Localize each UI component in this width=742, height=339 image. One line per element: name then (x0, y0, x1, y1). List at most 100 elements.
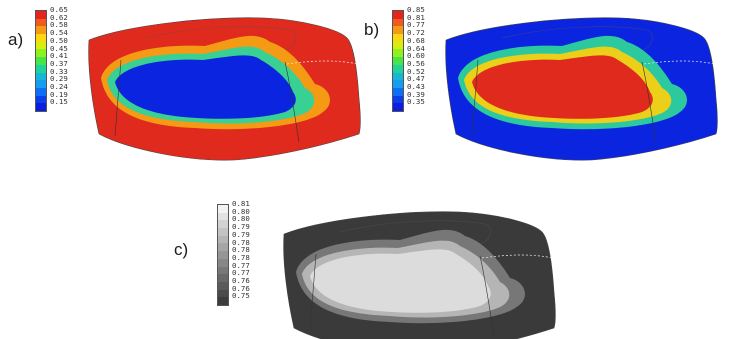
legend-swatch (218, 281, 228, 290)
legend-swatch (393, 41, 403, 50)
legend-tick-label: 0.64 (407, 43, 425, 53)
legend-tick-label: 0.78 (232, 237, 250, 247)
rim-line (339, 220, 491, 245)
legend-swatch (36, 49, 46, 58)
panel-label-b: b) (364, 20, 380, 39)
legend-swatch (218, 220, 228, 229)
legend-swatch (36, 11, 46, 19)
panel-b: b) 0.85 0.81 0.77 0.72 0.68 0.64 0.60 0.56 0.52 0… (360, 0, 742, 170)
legend-tick-label: 0.77 (232, 260, 250, 270)
legend-tick-label: 0.43 (407, 82, 425, 92)
legend-colorbar (35, 10, 47, 112)
legend-swatch (393, 80, 403, 88)
legend-swatch (393, 49, 403, 58)
legend-swatch (218, 205, 228, 213)
legend-tick-label: 0.81 (407, 12, 425, 22)
legend-tick-label: 0.50 (50, 35, 68, 45)
legend-tick-label: 0.68 (407, 35, 425, 45)
legend-tick-label: 0.78 (232, 245, 250, 255)
legend-tick-label: 0.75 (232, 291, 250, 301)
legend-colorbar (217, 204, 229, 306)
legend-tick-label: 0.62 (50, 12, 68, 22)
legend-ticks: 0.81 0.80 0.80 0.79 0.79 0.78 0.78 0.78 0.77 0.77… (232, 200, 250, 300)
legend-swatch (393, 87, 403, 96)
legend-swatch (393, 18, 403, 27)
legend-tick-label: 0.56 (407, 58, 425, 68)
seam-line-left (471, 59, 479, 137)
seam-line-right (479, 255, 495, 337)
legend-swatch (393, 11, 403, 19)
legend-tick-label: 0.77 (232, 268, 250, 278)
legend-swatch (36, 57, 46, 65)
legend-swatch (393, 26, 403, 35)
legend-tick-label: 0.76 (232, 276, 250, 286)
legend-tick-label: 0.39 (407, 89, 425, 99)
legend-swatch (36, 103, 46, 111)
legend-tick-label: 0.15 (50, 97, 68, 107)
legend-swatch (36, 87, 46, 96)
legend-swatch (218, 297, 228, 305)
panel-a: a) 0.65 0.62 0.58 0.54 0.50 0.45 0.41 0.37 0.33 0… (0, 0, 370, 170)
legend-swatch (218, 228, 228, 236)
legend-tick-label: 0.80 (232, 206, 250, 216)
legend-swatch (393, 64, 403, 73)
legend-tick-label: 0.47 (407, 74, 425, 84)
legend-ticks: 0.65 0.62 0.58 0.54 0.50 0.45 0.41 0.37 0.33 0.29… (50, 6, 68, 106)
legend-swatch (218, 266, 228, 275)
core-region (472, 55, 653, 119)
contour-plot-b (445, 17, 718, 161)
legend-swatch (36, 64, 46, 73)
legend-swatch (393, 72, 403, 81)
seam-line-top (286, 60, 358, 65)
legend-swatch (218, 251, 228, 259)
legend-colorbar (392, 10, 404, 112)
legend-swatch (218, 235, 228, 244)
legend-swatch (36, 80, 46, 88)
contour-plot-a (88, 17, 361, 161)
legend-tick-label: 0.54 (50, 28, 68, 38)
legend-tick-label: 0.24 (50, 82, 68, 92)
legend-swatch (36, 26, 46, 35)
legend-swatch (36, 34, 46, 42)
legend-swatch (36, 18, 46, 27)
legend-swatch (218, 243, 228, 252)
legend-swatch (36, 95, 46, 104)
seam-line-right (641, 61, 657, 143)
seam-line-top (643, 60, 715, 65)
legend-tick-label: 0.76 (232, 283, 250, 293)
seam-line-left (114, 59, 122, 137)
core-region (115, 55, 296, 119)
legend-tick-label: 0.77 (407, 20, 425, 30)
legend-swatch (218, 274, 228, 282)
legend-tick-label: 0.45 (50, 43, 68, 53)
panel-c: c) 0.81 0.80 0.80 0.79 0.79 0.78 0.78 0.78 0.77 0… (170, 190, 590, 339)
legend-tick-label: 0.35 (407, 97, 425, 107)
legend-swatch (393, 34, 403, 42)
model-body (88, 17, 361, 161)
seam-line-top (481, 254, 553, 259)
contour-plot-c (283, 211, 556, 339)
legend-tick-label: 0.19 (50, 89, 68, 99)
legend-swatch (393, 103, 403, 111)
legend-tick-label: 0.79 (232, 229, 250, 239)
panel-label-c: c) (174, 240, 189, 259)
panel-label-a: a) (8, 30, 24, 49)
legend-tick-label: 0.72 (407, 28, 425, 38)
legend-tick-label: 0.79 (232, 222, 250, 232)
legend-tick-label: 0.85 (407, 5, 425, 14)
legend-swatch (36, 72, 46, 81)
legend-tick-label: 0.80 (232, 214, 250, 224)
rim-line (501, 26, 653, 51)
seam-line-right (284, 61, 300, 143)
core-region (310, 249, 491, 313)
legend-tick-label: 0.78 (232, 252, 250, 262)
legend-tick-label: 0.58 (50, 20, 68, 30)
legend-tick-label: 0.52 (407, 66, 425, 76)
legend-tick-label: 0.29 (50, 74, 68, 84)
legend-swatch (393, 95, 403, 104)
model-body (283, 211, 556, 339)
model-body (445, 17, 718, 161)
legend-swatch (218, 289, 228, 298)
legend-swatch (218, 212, 228, 221)
legend-ticks: 0.85 0.81 0.77 0.72 0.68 0.64 0.60 0.56 0.52 0.47… (407, 6, 425, 106)
